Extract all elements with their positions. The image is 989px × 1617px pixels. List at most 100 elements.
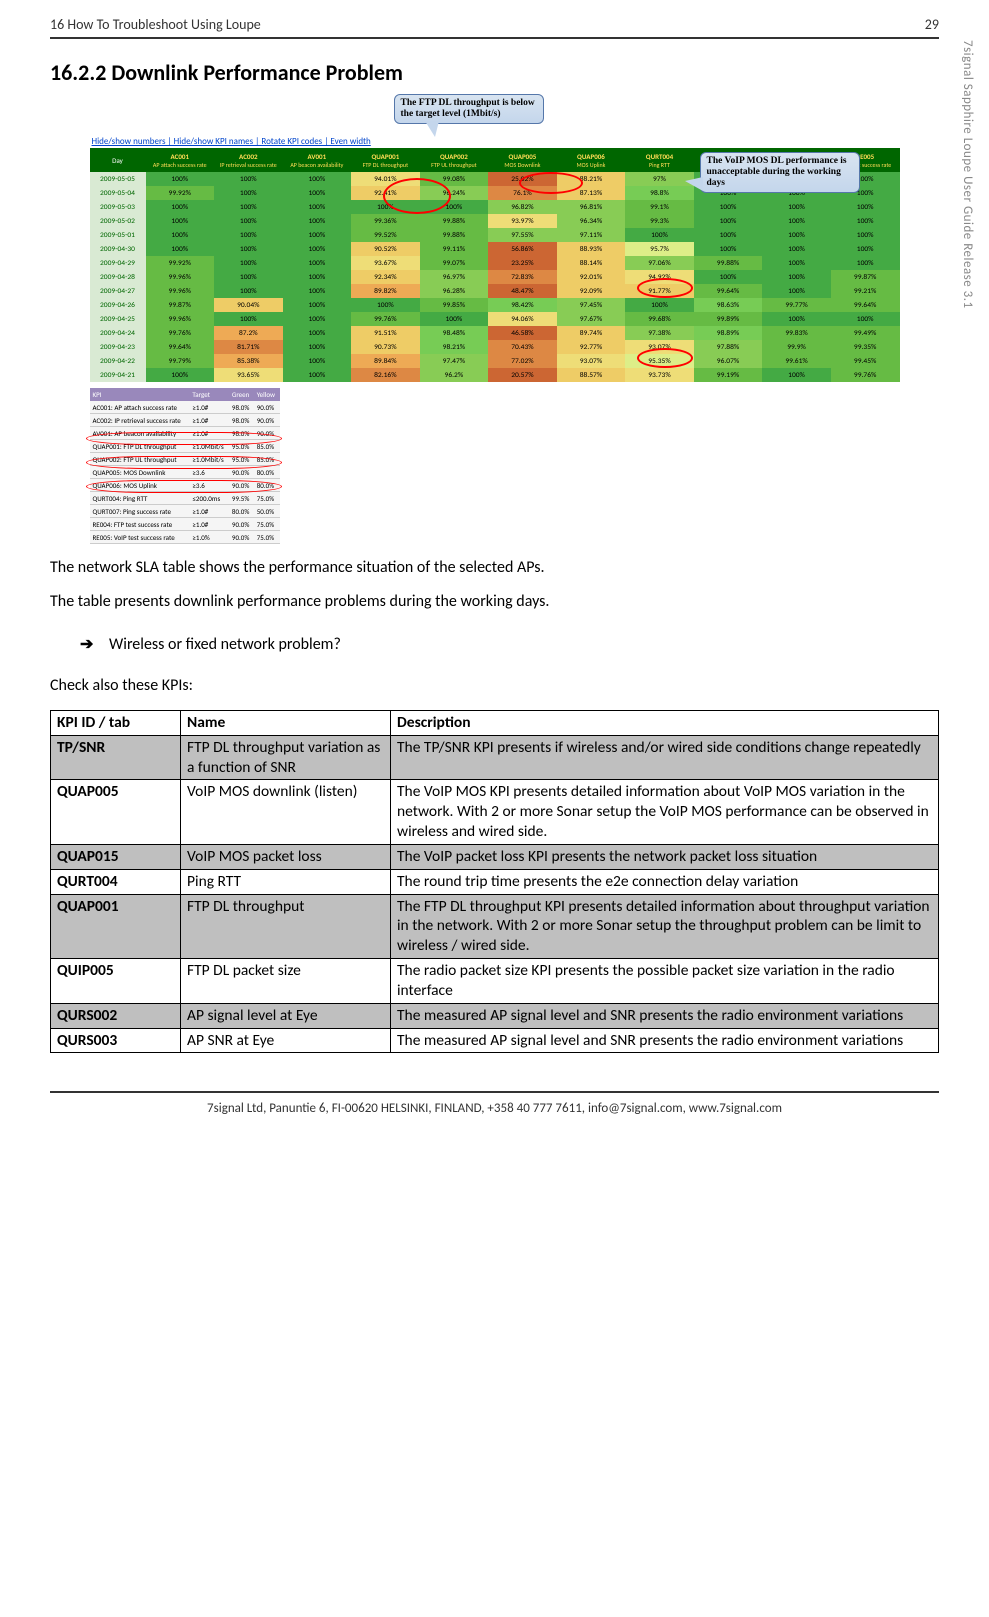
sla-value-cell: 94.06% (488, 312, 557, 326)
sla-value-cell: 99.76% (831, 368, 900, 382)
sla-value-cell: 99.87% (146, 298, 215, 312)
sla-value-cell: 97.45% (557, 298, 626, 312)
kpi-row-name: VoIP MOS packet loss (181, 844, 391, 869)
sla-header-cell: Day (90, 148, 146, 172)
kpi-small-cell: 50.0% (254, 505, 280, 518)
kpi-small-cell: 75.0% (254, 531, 280, 544)
sla-date-cell: 2009-05-02 (90, 214, 146, 228)
sla-value-cell: 96.34% (557, 214, 626, 228)
sla-value-cell: 70.43% (488, 340, 557, 354)
sla-value-cell: 90.73% (351, 340, 420, 354)
kpi-row-id: QUAP015 (51, 844, 181, 869)
sla-value-cell: 100% (283, 298, 352, 312)
kpi-row-id: QURT004 (51, 869, 181, 894)
kpi-row-desc: The measured AP signal level and SNR pre… (391, 1003, 939, 1028)
kpi-small-cell: ≥1.0# (189, 414, 229, 427)
sla-value-cell: 99.52% (351, 228, 420, 242)
sla-date-cell: 2009-04-30 (90, 242, 146, 256)
sla-value-cell: 96.81% (557, 200, 626, 214)
sla-value-cell: 92.41% (351, 186, 420, 200)
sla-value-cell: 46.58% (488, 326, 557, 340)
sla-value-cell: 93.97% (488, 214, 557, 228)
kpi-row-id: QURS002 (51, 1003, 181, 1028)
sla-value-cell: 100% (831, 228, 900, 242)
kpi-small-cell: QUAP005: MOS Downlink (90, 466, 190, 479)
side-guide-label: 7signal Sapphire Loupe User Guide Releas… (960, 40, 975, 309)
sla-value-cell: 90.52% (351, 242, 420, 256)
sla-value-cell: 91.51% (351, 326, 420, 340)
kpi-small-cell: ≥1.0# (189, 518, 229, 531)
sla-value-cell: 82.16% (351, 368, 420, 382)
sla-value-cell: 99.76% (351, 312, 420, 326)
sla-value-cell: 100% (214, 312, 283, 326)
sla-value-cell: 89.82% (351, 284, 420, 298)
sla-value-cell: 99.89% (694, 312, 763, 326)
kpi-row-desc: The round trip time presents the e2e con… (391, 869, 939, 894)
kpi-small-cell: 99.5% (229, 492, 254, 505)
sla-value-cell: 91.77% (625, 284, 694, 298)
sla-value-cell: 100% (420, 200, 489, 214)
sla-value-cell: 99.87% (831, 270, 900, 284)
kpi-th-desc: Description (391, 711, 939, 736)
kpi-small-cell: 85.0% (254, 453, 280, 466)
sla-value-cell: 100% (625, 298, 694, 312)
sla-value-cell: 89.74% (557, 326, 626, 340)
sla-date-cell: 2009-04-25 (90, 312, 146, 326)
sla-value-cell: 100% (283, 270, 352, 284)
sla-value-cell: 100% (146, 214, 215, 228)
kpi-small-cell: ≥1.0% (189, 531, 229, 544)
kpi-small-cell: 90.0% (254, 427, 280, 440)
sla-value-cell: 100% (283, 200, 352, 214)
kpi-small-cell: 90.0% (229, 518, 254, 531)
sla-value-cell: 99.08% (420, 172, 489, 186)
sla-value-cell: 92.01% (557, 270, 626, 284)
sla-link-bar: Hide/show numbers | Hide/show KPI names … (90, 136, 900, 147)
sla-value-cell: 99.64% (146, 340, 215, 354)
kpi-row-desc: The FTP DL throughput KPI presents detai… (391, 894, 939, 958)
kpi-small-cell: ≥3.6 (189, 479, 229, 492)
kpi-small-header: Yellow (254, 388, 280, 401)
sla-value-cell: 99.3% (625, 214, 694, 228)
sla-header-cell: QUAP005MOS Downlink (488, 148, 557, 172)
sla-value-cell: 100% (694, 242, 763, 256)
sla-value-cell: 100% (351, 200, 420, 214)
sla-date-cell: 2009-04-29 (90, 256, 146, 270)
sla-value-cell: 72.83% (488, 270, 557, 284)
kpi-description-table: KPI ID / tab Name Description TP/SNRFTP … (50, 710, 939, 1053)
kpi-target-table: KPITargetGreenYellow AC001: AP attach su… (90, 388, 280, 544)
sla-value-cell: 76.1% (488, 186, 557, 200)
kpi-row-desc: The radio packet size KPI presents the p… (391, 959, 939, 1004)
sla-value-cell: 99.07% (420, 256, 489, 270)
kpi-row-id: QUIP005 (51, 959, 181, 1004)
sla-value-cell: 96.97% (420, 270, 489, 284)
sla-header-cell: AC002IP retrieval success rate (214, 148, 283, 172)
sla-value-cell: 100% (283, 284, 352, 298)
sla-value-cell: 100% (283, 354, 352, 368)
kpi-small-header: Green (229, 388, 254, 401)
kpi-row-id: QUAP005 (51, 780, 181, 844)
sla-value-cell: 99.77% (762, 298, 831, 312)
sla-value-cell: 89.84% (351, 354, 420, 368)
sla-screenshot: The FTP DL throughput is below the targe… (90, 100, 900, 544)
sla-value-cell: 81.71% (214, 340, 283, 354)
sla-value-cell: 85.38% (214, 354, 283, 368)
sla-value-cell: 100% (214, 242, 283, 256)
sla-value-cell: 99.92% (146, 186, 215, 200)
sla-value-cell: 100% (351, 298, 420, 312)
sla-value-cell: 97.38% (625, 326, 694, 340)
sla-header-cell: QUAP002FTP UL throughput (420, 148, 489, 172)
kpi-row-desc: The TP/SNR KPI presents if wireless and/… (391, 735, 939, 780)
kpi-small-cell: AC001: AP attach success rate (90, 401, 190, 414)
kpi-small-cell: QUAP006: MOS Uplink (90, 479, 190, 492)
sla-date-cell: 2009-04-26 (90, 298, 146, 312)
sla-value-cell: 96.2% (420, 368, 489, 382)
sla-value-cell: 25.02% (488, 172, 557, 186)
sla-value-cell: 99.88% (694, 256, 763, 270)
kpi-small-cell: QUAP002: FTP UL throughput (90, 453, 190, 466)
sla-date-cell: 2009-04-23 (90, 340, 146, 354)
sla-value-cell: 95.35% (625, 354, 694, 368)
sla-value-cell: 88.14% (557, 256, 626, 270)
sla-value-cell: 93.67% (351, 256, 420, 270)
sla-value-cell: 88.21% (557, 172, 626, 186)
sla-value-cell: 92.09% (557, 284, 626, 298)
